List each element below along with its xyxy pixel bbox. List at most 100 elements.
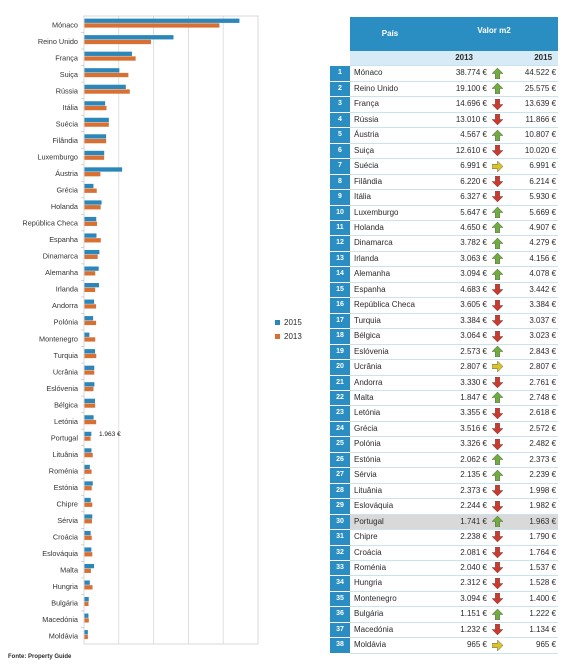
- country-name: Turquia: [350, 313, 430, 330]
- category-label: Chipre: [57, 500, 79, 509]
- table-row: 20 Ucrânia 2.807 €2.807 €: [330, 359, 559, 376]
- value-2015: 10.020 €: [508, 143, 559, 160]
- category-label: Bélgica: [54, 400, 79, 409]
- bar-2013: [84, 535, 92, 540]
- category-label: Holanda: [51, 202, 79, 211]
- country-name: Croácia: [350, 545, 430, 561]
- bar-2013: [84, 320, 97, 326]
- arrow-down-icon: [492, 546, 503, 558]
- trend-indicator: [487, 560, 508, 577]
- rank-number: 22: [330, 390, 350, 407]
- table-row: 32 Croácia 2.081 € 1.764 €: [330, 545, 559, 561]
- arrow-down-icon: [492, 145, 503, 157]
- country-name: Alemanha: [350, 266, 430, 283]
- table-body: 1 Mónaco 38.774 €44.522 €2 Reino Unido 19.10…: [330, 65, 559, 654]
- table-row: 13 Irlanda 3.063 € 4.156 €: [330, 251, 559, 268]
- bar-2013: [84, 188, 97, 193]
- arrow-down-icon: [492, 176, 503, 188]
- value-2015: 13.639 €: [508, 96, 559, 113]
- bar-2013: [84, 502, 93, 507]
- value-2015: 2.748 €: [508, 390, 559, 407]
- value-2013: 3.326 €: [430, 436, 487, 453]
- bar-2015: [84, 35, 174, 40]
- value-2015: 2.572 €: [508, 421, 559, 438]
- table-row: 1 Mónaco 38.774 € 44.522 €: [330, 65, 559, 82]
- country-name: Reino Unido: [350, 81, 430, 98]
- country-name: Chipre: [350, 529, 430, 546]
- category-label: Eslóvenia: [46, 384, 79, 393]
- category-label: Lituânia: [52, 450, 79, 459]
- bar-2015: [84, 464, 90, 470]
- legend-label: 2015: [284, 317, 302, 327]
- bar-2013: [84, 370, 95, 375]
- table-row: 25 Polónia 3.326 € 2.482 €: [330, 436, 559, 453]
- country-name: Holanda: [350, 220, 430, 237]
- trend-indicator: [487, 545, 508, 561]
- rank-number: 15: [330, 282, 350, 299]
- bar-2013: [84, 452, 93, 458]
- bar-2015: [84, 530, 91, 536]
- header-blank: [330, 17, 350, 51]
- value-2013: 3.094 €: [430, 266, 487, 283]
- rank-number: 37: [330, 622, 350, 639]
- category-label: Macedónia: [42, 615, 79, 624]
- table-row: 5 Áustria 4.567 € 10.807 €: [330, 127, 559, 144]
- arrow-down-icon: [492, 485, 503, 497]
- value-2015: 1.982 €: [508, 498, 559, 515]
- value-2015: 3.442 €: [508, 282, 559, 299]
- price-table: País Valor m2 2013 2015 1 Mónaco 38.774 €4…: [330, 17, 559, 654]
- arrow-up-icon: [492, 346, 503, 357]
- value-2013: 965 €: [430, 637, 487, 654]
- country-name: Mónaco: [350, 65, 430, 82]
- arrow-down-icon: [492, 531, 503, 543]
- rank-number: 23: [330, 405, 350, 422]
- value-2015: 3.384 €: [508, 297, 559, 314]
- table-row: 35 Montenegro 3.094 € 1.400 €: [330, 591, 559, 608]
- arrow-up-icon: [492, 83, 503, 95]
- value-2015: 1.537 €: [508, 560, 559, 577]
- table-row: 24 Grécia 3.516 € 2.572 €: [330, 421, 559, 438]
- value-2013: 4.567 €: [430, 127, 487, 144]
- bar-2015: [84, 547, 92, 552]
- arrow-up-icon: [492, 454, 503, 466]
- rank-number: 33: [330, 560, 350, 577]
- country-name: França: [350, 96, 430, 113]
- category-label: Ucrânia: [53, 367, 79, 376]
- rank-number: 4: [330, 112, 350, 129]
- rank-number: 2: [330, 81, 350, 98]
- arrow-right-icon: [492, 639, 503, 651]
- category-label: Bulgária: [51, 599, 79, 608]
- country-name: Sérvia: [350, 467, 430, 484]
- value-2013: 1.151 €: [430, 606, 487, 623]
- arrow-up-icon: [492, 237, 503, 249]
- table-row: 3 França 14.696 € 13.639 €: [330, 96, 559, 113]
- value-2015: 11.866 €: [508, 112, 559, 129]
- table-row: 9 Itália 6.327 € 5.930 €: [330, 189, 559, 206]
- rank-number: 7: [330, 158, 350, 175]
- bar-2013: [84, 105, 107, 111]
- value-2015: 44.522 €: [508, 65, 559, 82]
- bar-2013: [84, 519, 92, 524]
- country-name: Eslóvenia: [350, 344, 430, 361]
- table-row: 6 Suiça 12.610 € 10.020 €: [330, 143, 559, 160]
- bar-2015: [84, 200, 102, 205]
- table-row: 10 Luxemburgo 5.647 € 5.669 €: [330, 205, 559, 221]
- value-2013: 19.100 €: [430, 81, 487, 98]
- value-2013: 2.244 €: [430, 498, 487, 515]
- value-2015: 1.134 €: [508, 622, 559, 639]
- bar-2013: [84, 486, 92, 491]
- trend-indicator: [487, 189, 508, 206]
- country-name: Rússia: [350, 112, 430, 129]
- country-name: Espanha: [350, 282, 430, 299]
- arrow-down-icon: [492, 407, 503, 419]
- value-2015: 1.400 €: [508, 591, 559, 608]
- bar-2013: [84, 172, 101, 177]
- trend-indicator: [487, 266, 508, 283]
- bar-2015: [84, 51, 132, 56]
- value-2013: 2.062 €: [430, 452, 487, 469]
- country-name: Hungria: [350, 575, 430, 592]
- bar-2015: [84, 18, 240, 23]
- value-2013: 6.220 €: [430, 174, 487, 191]
- trend-indicator: [487, 282, 508, 299]
- arrow-up-icon: [492, 129, 503, 141]
